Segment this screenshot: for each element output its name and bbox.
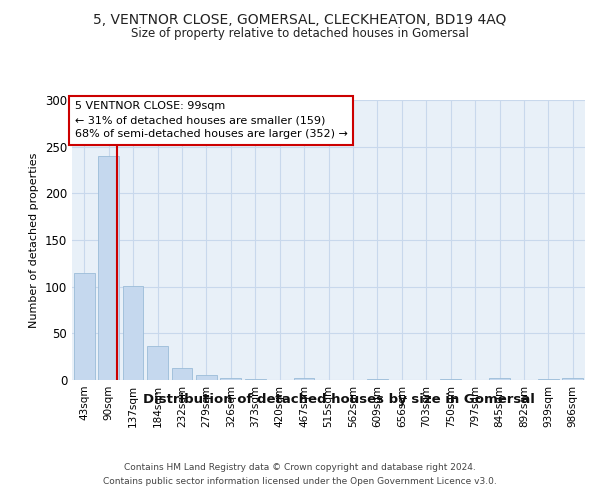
Bar [172, 368, 193, 380]
Text: 5, VENTNOR CLOSE, GOMERSAL, CLECKHEATON, BD19 4AQ: 5, VENTNOR CLOSE, GOMERSAL, CLECKHEATON,… [94, 12, 506, 26]
Bar [196, 376, 217, 380]
Y-axis label: Number of detached properties: Number of detached properties [29, 152, 40, 328]
Bar [220, 378, 241, 380]
Text: Contains public sector information licensed under the Open Government Licence v3: Contains public sector information licen… [103, 478, 497, 486]
Bar [489, 378, 510, 380]
Text: Contains HM Land Registry data © Crown copyright and database right 2024.: Contains HM Land Registry data © Crown c… [124, 462, 476, 471]
Bar [562, 378, 583, 380]
Text: Size of property relative to detached houses in Gomersal: Size of property relative to detached ho… [131, 28, 469, 40]
Bar [293, 378, 314, 380]
Text: 5 VENTNOR CLOSE: 99sqm
← 31% of detached houses are smaller (159)
68% of semi-de: 5 VENTNOR CLOSE: 99sqm ← 31% of detached… [74, 102, 347, 140]
Bar [440, 379, 461, 380]
Bar [74, 272, 95, 380]
Bar [147, 346, 168, 380]
Text: Distribution of detached houses by size in Gomersal: Distribution of detached houses by size … [143, 392, 535, 406]
Bar [122, 286, 143, 380]
Bar [367, 379, 388, 380]
Bar [245, 379, 266, 380]
Bar [538, 379, 559, 380]
Bar [98, 156, 119, 380]
